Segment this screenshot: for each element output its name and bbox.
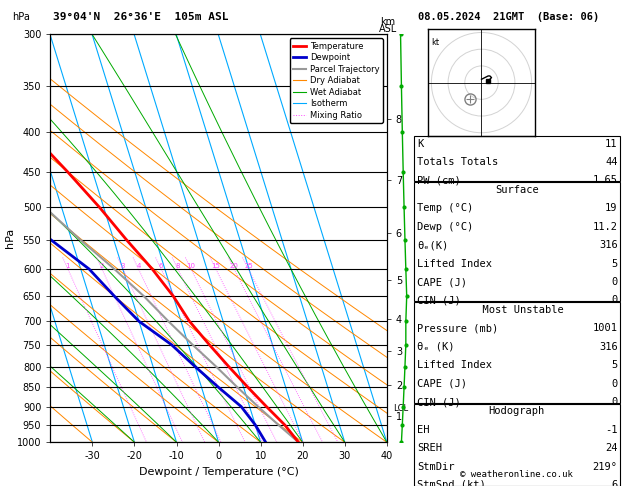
Text: kt: kt bbox=[431, 37, 440, 47]
Text: CIN (J): CIN (J) bbox=[417, 397, 461, 407]
Text: 20: 20 bbox=[230, 263, 238, 269]
Text: 1.65: 1.65 bbox=[593, 175, 618, 186]
Text: CAPE (J): CAPE (J) bbox=[417, 277, 467, 287]
Text: LCL: LCL bbox=[394, 404, 409, 413]
Text: 3: 3 bbox=[121, 263, 125, 269]
Text: 6: 6 bbox=[159, 263, 164, 269]
Text: 5: 5 bbox=[611, 259, 618, 269]
Text: StmDir: StmDir bbox=[417, 462, 455, 472]
Text: Pressure (mb): Pressure (mb) bbox=[417, 323, 498, 333]
Text: 316: 316 bbox=[599, 240, 618, 250]
Text: Totals Totals: Totals Totals bbox=[417, 157, 498, 167]
Text: 11: 11 bbox=[605, 139, 618, 149]
Text: 11.2: 11.2 bbox=[593, 222, 618, 232]
Text: 0: 0 bbox=[611, 295, 618, 306]
Text: hPa: hPa bbox=[13, 12, 30, 22]
Text: 0: 0 bbox=[611, 379, 618, 389]
Text: 39°04'N  26°36'E  105m ASL: 39°04'N 26°36'E 105m ASL bbox=[53, 12, 229, 22]
Text: Temp (°C): Temp (°C) bbox=[417, 203, 473, 213]
Text: 8: 8 bbox=[175, 263, 180, 269]
Text: K: K bbox=[417, 139, 423, 149]
Text: 5: 5 bbox=[611, 360, 618, 370]
Text: 24: 24 bbox=[605, 443, 618, 453]
Text: SREH: SREH bbox=[417, 443, 442, 453]
Text: 0: 0 bbox=[611, 277, 618, 287]
Text: 10: 10 bbox=[187, 263, 196, 269]
Text: θₑ (K): θₑ (K) bbox=[417, 342, 455, 352]
Text: 1: 1 bbox=[65, 263, 70, 269]
Text: 0: 0 bbox=[611, 397, 618, 407]
Text: -1: -1 bbox=[605, 425, 618, 435]
Text: 219°: 219° bbox=[593, 462, 618, 472]
Text: 19: 19 bbox=[605, 203, 618, 213]
Text: PW (cm): PW (cm) bbox=[417, 175, 461, 186]
Text: 4: 4 bbox=[136, 263, 141, 269]
Text: Most Unstable: Most Unstable bbox=[470, 305, 564, 315]
Text: CIN (J): CIN (J) bbox=[417, 295, 461, 306]
X-axis label: Dewpoint / Temperature (°C): Dewpoint / Temperature (°C) bbox=[138, 467, 299, 477]
Y-axis label: hPa: hPa bbox=[6, 228, 15, 248]
Text: 08.05.2024  21GMT  (Base: 06): 08.05.2024 21GMT (Base: 06) bbox=[418, 12, 599, 22]
Text: Dewp (°C): Dewp (°C) bbox=[417, 222, 473, 232]
Text: 316: 316 bbox=[599, 342, 618, 352]
Legend: Temperature, Dewpoint, Parcel Trajectory, Dry Adiabat, Wet Adiabat, Isotherm, Mi: Temperature, Dewpoint, Parcel Trajectory… bbox=[290, 38, 382, 123]
Text: Surface: Surface bbox=[495, 185, 538, 195]
Text: θₑ(K): θₑ(K) bbox=[417, 240, 448, 250]
Text: ASL: ASL bbox=[379, 24, 398, 34]
Text: Lifted Index: Lifted Index bbox=[417, 259, 492, 269]
Text: Lifted Index: Lifted Index bbox=[417, 360, 492, 370]
Text: 44: 44 bbox=[605, 157, 618, 167]
Text: EH: EH bbox=[417, 425, 430, 435]
Text: StmSpd (kt): StmSpd (kt) bbox=[417, 480, 486, 486]
Text: © weatheronline.co.uk: © weatheronline.co.uk bbox=[460, 469, 573, 479]
Text: 25: 25 bbox=[244, 263, 253, 269]
Text: 1001: 1001 bbox=[593, 323, 618, 333]
Text: 2: 2 bbox=[100, 263, 104, 269]
Text: Hodograph: Hodograph bbox=[489, 406, 545, 417]
Text: 6: 6 bbox=[611, 480, 618, 486]
Text: km: km bbox=[381, 17, 396, 27]
Text: CAPE (J): CAPE (J) bbox=[417, 379, 467, 389]
Text: 15: 15 bbox=[211, 263, 220, 269]
